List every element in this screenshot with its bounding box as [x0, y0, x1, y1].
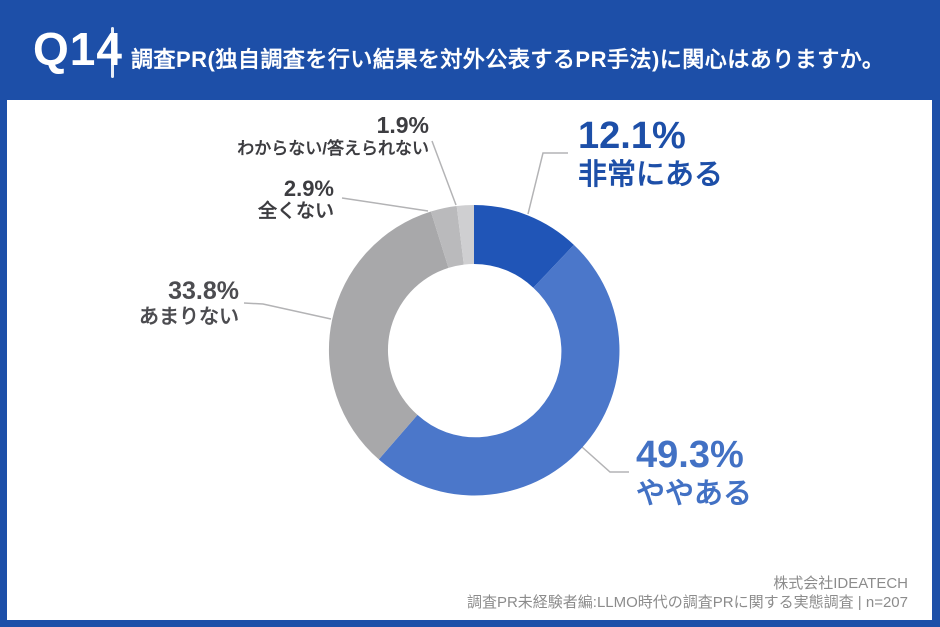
label-hijou-ni-aru-percent: 12.1% [578, 115, 686, 157]
label-wakaranai-percent: 1.9% [376, 112, 429, 138]
question-title: 調査PR(独自調査を行い結果を対外公表するPR手法)に関心はありますか。 [131, 47, 885, 72]
question-header: Q14 調査PR(独自調査を行い結果を対外公表するPR手法)に関心はありますか。 [0, 0, 940, 100]
label-amari-nai: 33.8% あまりない [139, 278, 239, 329]
question-number: Q14 [33, 23, 123, 75]
leader-line-4 [431, 140, 457, 206]
donut-segment-0 [474, 205, 574, 288]
label-yaya-aru: 49.3% ややある [636, 434, 753, 511]
donut-segment-4 [456, 204, 474, 265]
donut-segment-3 [430, 206, 464, 268]
label-amari-nai-percent: 33.8% [168, 277, 239, 305]
header-divider [111, 27, 114, 78]
donut-segment-1 [378, 244, 620, 496]
label-yaya-aru-percent: 49.3% [636, 434, 744, 476]
footer-survey: 調査PR未経験者編:LLMO時代の調査PRに関する実態調査 | n=207 [466, 594, 908, 611]
leader-line-0 [527, 152, 568, 215]
label-mattaku-nai-name: 全くない [257, 200, 334, 222]
label-amari-nai-name: あまりない [139, 306, 239, 328]
leader-line-1 [581, 446, 629, 473]
leader-line-2 [243, 302, 332, 320]
label-hijou-ni-aru-name: 非常にある [578, 159, 724, 192]
donut-segment-2 [328, 211, 449, 460]
label-yaya-aru-name: ややある [636, 478, 753, 511]
leader-line-3 [341, 197, 429, 212]
label-mattaku-nai-percent: 2.9% [283, 176, 334, 201]
chart-panel [7, 100, 932, 620]
label-hijou-ni-aru: 12.1% 非常にある [578, 115, 724, 192]
footer-company: 株式会社IDEATECH [773, 575, 908, 592]
label-wakaranai-name: わからない/答えられない [237, 138, 429, 158]
source-footer: 株式会社IDEATECH 調査PR未経験者編:LLMO時代の調査PRに関する実態… [467, 574, 908, 612]
label-mattaku-nai: 2.9% 全くない [258, 177, 334, 222]
label-wakaranai: 1.9% わからない/答えられない [237, 113, 429, 158]
